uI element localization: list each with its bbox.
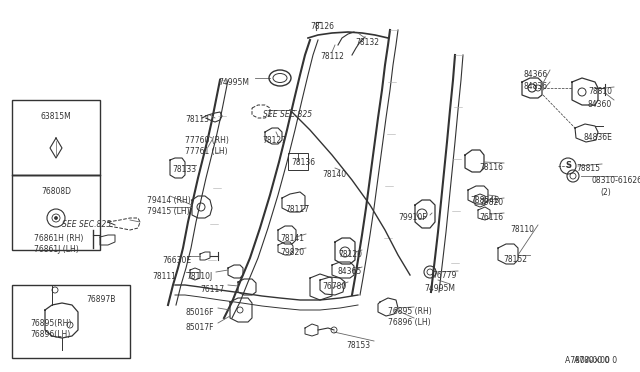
Text: 63815M: 63815M xyxy=(40,112,72,121)
Text: 78132: 78132 xyxy=(355,38,379,47)
Text: 78116: 78116 xyxy=(479,163,503,172)
Text: 79415 (LH): 79415 (LH) xyxy=(147,207,189,216)
Text: 08310-61626: 08310-61626 xyxy=(591,176,640,185)
Text: 78117: 78117 xyxy=(285,205,309,214)
Bar xyxy=(12,285,130,358)
Text: 78815: 78815 xyxy=(576,164,600,173)
Text: 85016F: 85016F xyxy=(186,308,214,317)
Text: 78133: 78133 xyxy=(172,165,196,174)
Text: 84836: 84836 xyxy=(524,82,548,91)
Text: 78140: 78140 xyxy=(322,170,346,179)
Text: SEE SEC.825: SEE SEC.825 xyxy=(62,220,111,229)
Text: 78141: 78141 xyxy=(280,234,304,243)
Text: S: S xyxy=(565,161,571,170)
Text: 84360: 84360 xyxy=(588,100,612,109)
Text: 76895 (RH): 76895 (RH) xyxy=(388,307,432,316)
Text: 78810: 78810 xyxy=(588,87,612,96)
Bar xyxy=(12,175,100,250)
Text: 84365: 84365 xyxy=(338,267,362,276)
Text: (2): (2) xyxy=(600,188,611,197)
Text: A780⁂00 0: A780⁂00 0 xyxy=(565,356,609,365)
Text: 78126: 78126 xyxy=(310,22,334,31)
Text: 76780: 76780 xyxy=(322,282,346,291)
Text: 76896(LH): 76896(LH) xyxy=(30,330,70,339)
Text: 78120: 78120 xyxy=(338,250,362,259)
Text: 76861H (RH): 76861H (RH) xyxy=(34,234,83,243)
Text: 76116: 76116 xyxy=(479,213,503,222)
Circle shape xyxy=(54,217,58,219)
Text: 78136: 78136 xyxy=(291,158,315,167)
Text: 76861J (LH): 76861J (LH) xyxy=(34,245,79,254)
Bar xyxy=(288,153,308,170)
Text: 78111: 78111 xyxy=(152,272,176,281)
Text: 77760 (RH): 77760 (RH) xyxy=(185,136,229,145)
Bar xyxy=(12,100,100,175)
Text: 84836E: 84836E xyxy=(583,133,612,142)
Text: 76779: 76779 xyxy=(432,271,456,280)
Text: 76630E: 76630E xyxy=(162,256,191,265)
Text: 79820: 79820 xyxy=(280,248,304,257)
Text: SEE SEC.825: SEE SEC.825 xyxy=(263,110,312,119)
Text: 78113: 78113 xyxy=(185,115,209,124)
Text: 79820: 79820 xyxy=(479,198,503,207)
Text: 78110J: 78110J xyxy=(186,272,212,281)
Text: 76897B: 76897B xyxy=(86,295,115,304)
Text: 76808D: 76808D xyxy=(41,187,71,196)
Text: 78110: 78110 xyxy=(510,225,534,234)
Text: 79414 (RH): 79414 (RH) xyxy=(147,196,191,205)
Text: 76117: 76117 xyxy=(200,285,224,294)
Text: 78112: 78112 xyxy=(320,52,344,61)
Text: 74995M: 74995M xyxy=(424,284,455,293)
Text: 85017F: 85017F xyxy=(186,323,214,332)
Text: 74995M: 74995M xyxy=(218,78,249,87)
Text: 84366: 84366 xyxy=(524,70,548,79)
Text: 77761 (LH): 77761 (LH) xyxy=(185,147,228,156)
Text: 78127: 78127 xyxy=(262,136,286,145)
Text: 76896 (LH): 76896 (LH) xyxy=(388,318,431,327)
Text: 76895(RH): 76895(RH) xyxy=(30,319,72,328)
Text: 79910F: 79910F xyxy=(398,213,427,222)
Text: 78152: 78152 xyxy=(503,255,527,264)
Text: 78854B: 78854B xyxy=(470,196,499,205)
Text: A780×00 0: A780×00 0 xyxy=(574,356,617,365)
Text: 78153: 78153 xyxy=(346,341,370,350)
